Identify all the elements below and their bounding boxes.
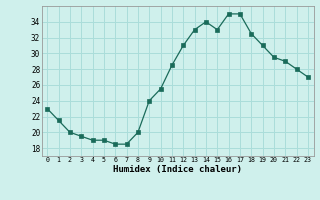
X-axis label: Humidex (Indice chaleur): Humidex (Indice chaleur) [113,165,242,174]
